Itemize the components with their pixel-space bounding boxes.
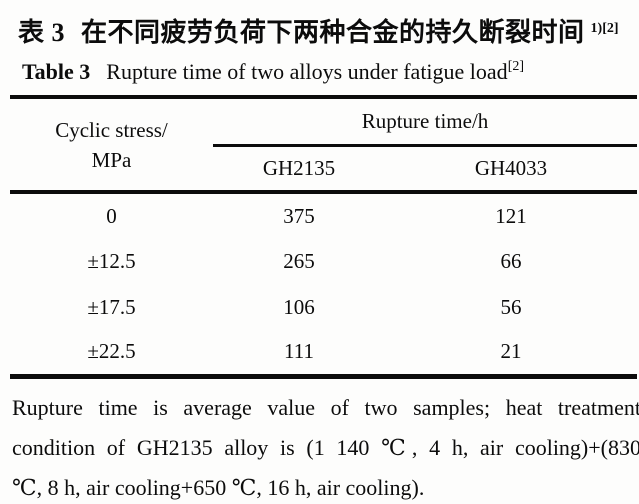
footnote-line: condition of GH2135 alloy is (1 140 ℃, 4… bbox=[12, 434, 639, 460]
footnote-line: Rupture time is average value of two sam… bbox=[12, 394, 639, 420]
header-row-alloys: GH2135 GH4033 bbox=[10, 145, 638, 194]
cell-stress: ±22.5 bbox=[87, 339, 136, 364]
cell-stress: ±17.5 bbox=[87, 294, 136, 319]
cell-gh2135: 375 bbox=[283, 203, 315, 228]
stub-header-line1: Cyclic stress/ bbox=[55, 117, 168, 142]
table-row: 0 375 121 bbox=[10, 192, 637, 238]
table-row: ±17.5 106 56 bbox=[10, 284, 637, 330]
cell-stress: 0 bbox=[106, 203, 117, 228]
footnote-line: ℃, 8 h, air cooling+650 ℃, 16 h, air coo… bbox=[12, 474, 425, 500]
table-title-zh: 在不同疲劳负荷下两种合金的持久断裂时间 bbox=[81, 18, 585, 47]
footnote-marker-zh: 1)[2] bbox=[590, 21, 619, 36]
cell-gh4033: 121 bbox=[495, 203, 527, 228]
cell-gh4033: 66 bbox=[500, 248, 522, 273]
cell-gh2135: 106 bbox=[283, 294, 315, 319]
rupture-time-table: Cyclic stress/ MPa Rupture time/h GH2135… bbox=[10, 95, 638, 379]
cell-stress: ±12.5 bbox=[87, 248, 136, 273]
cell-gh2135: 265 bbox=[283, 248, 315, 273]
footnote-marker-en: [2] bbox=[507, 59, 525, 74]
column-header-gh2135: GH2135 bbox=[213, 145, 385, 194]
table-number-en: Table 3 bbox=[22, 59, 91, 84]
table-title-en: Rupture time of two alloys under fatigue… bbox=[106, 59, 508, 84]
cell-gh2135: 111 bbox=[284, 339, 314, 364]
table-row: ±22.5 111 21 bbox=[10, 330, 637, 376]
spanner-header-cell: Rupture time/h bbox=[213, 97, 638, 147]
stub-header-line2: MPa bbox=[91, 147, 132, 172]
cell-gh4033: 21 bbox=[500, 339, 522, 364]
header-row-spanner: Cyclic stress/ MPa Rupture time/h bbox=[10, 97, 638, 194]
column-header-gh4033: GH4033 bbox=[385, 145, 638, 194]
table-row: ±12.5 265 66 bbox=[10, 238, 637, 284]
caption-english: Table 3 Rupture time of two alloys under … bbox=[22, 59, 633, 85]
stub-header-cell: Cyclic stress/ MPa bbox=[10, 97, 213, 194]
caption-chinese: 表 3 在不同疲劳负荷下两种合金的持久断裂时间 1)[2] bbox=[18, 12, 633, 49]
table-number-zh: 表 3 bbox=[18, 18, 66, 47]
cell-gh4033: 56 bbox=[500, 294, 522, 319]
table-footnote: Rupture time is average value of two sam… bbox=[12, 388, 639, 504]
